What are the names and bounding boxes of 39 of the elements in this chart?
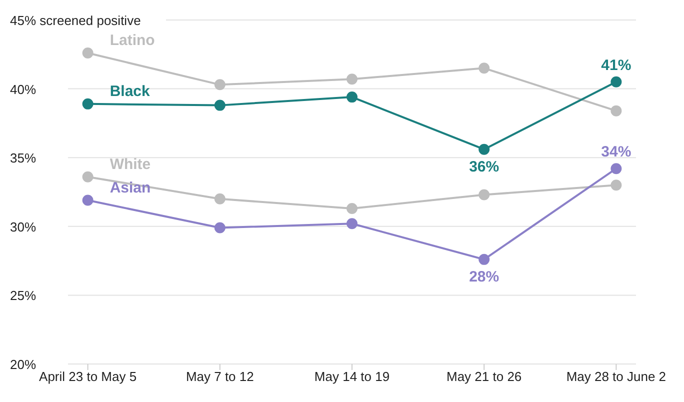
point — [214, 100, 226, 111]
point — [214, 193, 226, 204]
point — [478, 254, 490, 265]
point — [214, 222, 226, 234]
point — [478, 62, 490, 74]
point — [82, 48, 94, 59]
x-tick-label: May 21 to 26 — [446, 369, 522, 384]
point — [82, 171, 94, 182]
y-tick-label: 45% screened positive — [10, 13, 141, 28]
x-tick-label: April 23 to May 5 — [39, 369, 137, 384]
data-label: 34% — [601, 144, 632, 161]
point — [346, 92, 358, 103]
y-tick-label: 20% — [10, 357, 36, 372]
data-label: 41% — [601, 56, 632, 74]
x-tick-label: May 28 to June 2 — [566, 369, 666, 384]
data-label: 36% — [469, 158, 500, 176]
point — [478, 189, 490, 200]
series-label: Latino — [110, 32, 155, 50]
series-label: White — [110, 156, 151, 173]
point — [346, 218, 358, 230]
point — [214, 79, 226, 90]
point — [82, 194, 94, 206]
x-tick-label: May 14 to 19 — [314, 369, 390, 384]
point — [82, 98, 94, 110]
y-tick-label: 40% — [10, 82, 36, 97]
series-label: Asian — [110, 179, 151, 196]
point — [610, 76, 622, 88]
point — [610, 163, 622, 174]
y-tick-label: 35% — [10, 150, 36, 166]
data-label: 28% — [469, 268, 500, 286]
point — [346, 74, 358, 85]
y-tick-label: 25% — [10, 288, 36, 304]
y-tick-label: 30% — [10, 219, 36, 234]
point — [610, 180, 622, 191]
point — [610, 105, 622, 116]
point — [346, 203, 358, 214]
point — [478, 144, 490, 155]
x-tick-label: May 7 to 12 — [186, 369, 254, 384]
series-label: Black — [110, 82, 150, 100]
